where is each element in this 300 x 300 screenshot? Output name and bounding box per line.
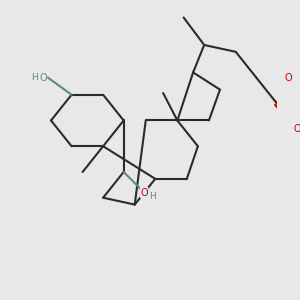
Text: O: O [140,188,148,198]
Text: H: H [31,73,38,82]
Text: O: O [39,73,47,82]
Text: O: O [284,73,292,82]
Text: H: H [150,192,156,201]
Text: O: O [293,124,300,134]
